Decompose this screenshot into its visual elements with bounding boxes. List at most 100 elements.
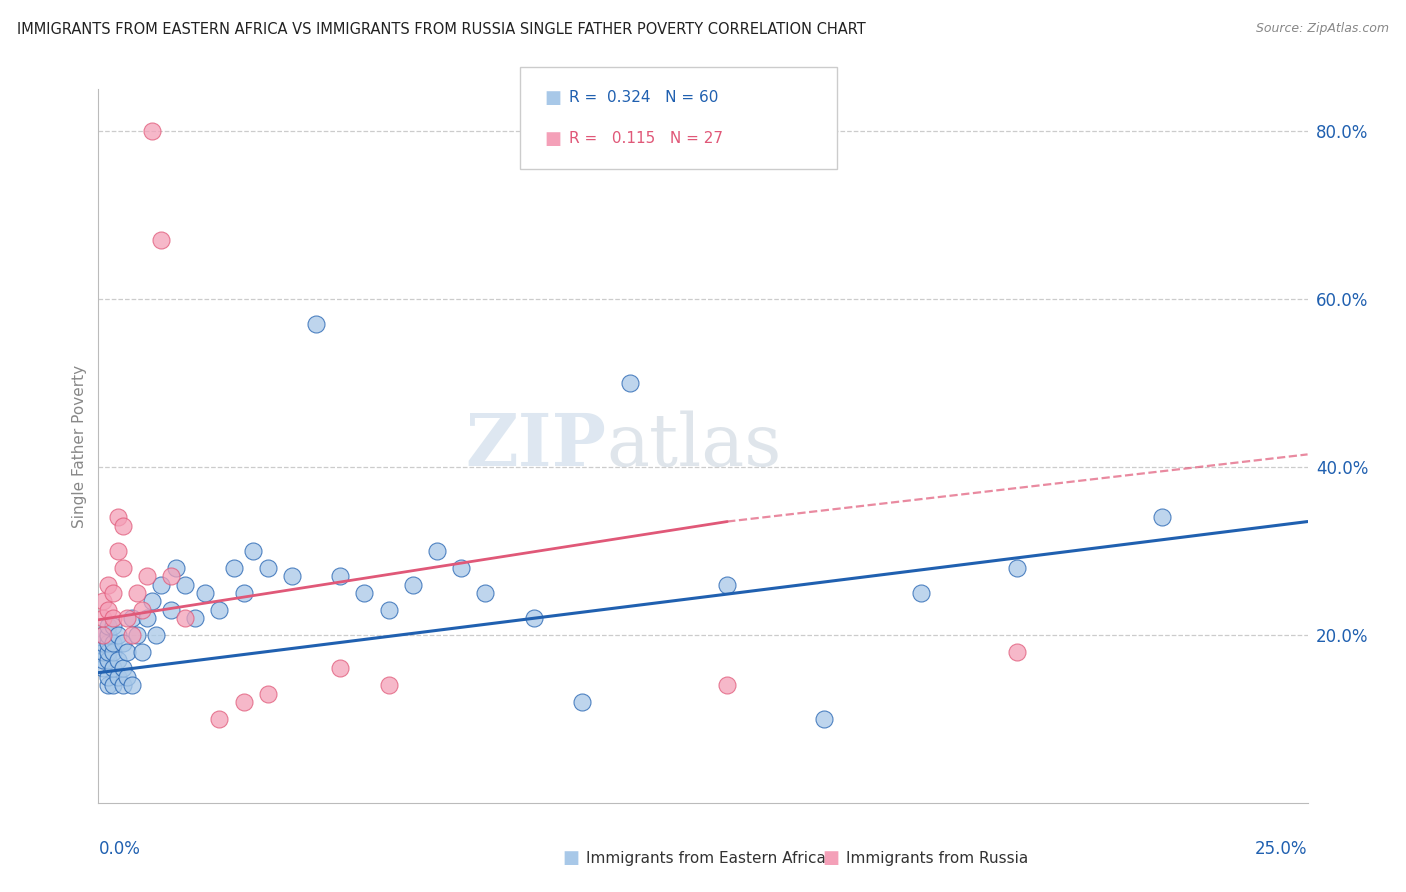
Text: ■: ■ (544, 88, 561, 106)
Point (91, 611, 114, 625)
Point (208, 603, 231, 617)
Point (101, 636, 124, 650)
Point (145, 628, 167, 642)
Point (117, 611, 139, 625)
Point (281, 569, 304, 583)
Point (131, 645, 153, 659)
Point (97, 645, 120, 659)
Point (91, 661, 114, 675)
Point (329, 569, 352, 583)
Point (619, 376, 641, 390)
Point (101, 586, 124, 600)
Point (523, 611, 546, 625)
Point (141, 594, 163, 608)
Point (107, 628, 129, 642)
Point (150, 233, 173, 247)
Text: IMMIGRANTS FROM EASTERN AFRICA VS IMMIGRANTS FROM RUSSIA SINGLE FATHER POVERTY C: IMMIGRANTS FROM EASTERN AFRICA VS IMMIGR… (17, 22, 866, 37)
Text: ZIP: ZIP (465, 410, 606, 482)
Point (101, 611, 124, 625)
Point (402, 577, 425, 591)
Point (150, 577, 173, 591)
Point (474, 586, 496, 600)
Point (174, 611, 197, 625)
Text: ■: ■ (562, 849, 579, 867)
Point (232, 586, 254, 600)
Point (101, 619, 124, 633)
Point (1007, 645, 1029, 659)
Point (117, 645, 139, 659)
Point (329, 661, 352, 675)
Point (222, 560, 245, 574)
Point (111, 636, 134, 650)
Point (127, 586, 149, 600)
Point (135, 569, 157, 583)
Point (194, 586, 217, 600)
Point (101, 661, 124, 675)
Point (101, 678, 124, 692)
Point (174, 577, 197, 591)
Point (353, 586, 375, 600)
Point (97, 653, 120, 667)
Point (184, 611, 207, 625)
Text: R =  0.324   N = 60: R = 0.324 N = 60 (569, 90, 718, 105)
Point (1007, 560, 1029, 574)
Point (121, 678, 143, 692)
Text: 25.0%: 25.0% (1256, 840, 1308, 858)
Point (91, 645, 114, 659)
Point (305, 318, 328, 332)
Y-axis label: Single Father Poverty: Single Father Poverty (72, 365, 87, 527)
Point (101, 645, 124, 659)
Point (97, 619, 120, 633)
Point (242, 544, 264, 558)
Point (107, 510, 129, 524)
Point (111, 560, 134, 574)
Point (91, 594, 114, 608)
Point (208, 712, 231, 726)
Point (256, 560, 278, 574)
Text: 0.0%: 0.0% (98, 840, 141, 858)
Point (377, 603, 399, 617)
Point (121, 628, 143, 642)
Point (127, 628, 149, 642)
Text: Immigrants from Russia: Immigrants from Russia (846, 851, 1029, 865)
Point (91, 628, 114, 642)
Point (716, 678, 738, 692)
Point (256, 687, 278, 701)
Point (91, 653, 114, 667)
Point (450, 560, 472, 574)
Point (111, 518, 134, 533)
Point (716, 577, 738, 591)
Point (160, 603, 183, 617)
Point (160, 569, 183, 583)
Text: ■: ■ (544, 130, 561, 148)
Point (97, 678, 120, 692)
Point (141, 124, 163, 138)
Point (910, 586, 932, 600)
Point (111, 661, 134, 675)
Text: ■: ■ (823, 849, 839, 867)
Point (91, 636, 114, 650)
Text: Source: ZipAtlas.com: Source: ZipAtlas.com (1256, 22, 1389, 36)
Point (165, 560, 187, 574)
Point (377, 678, 399, 692)
Point (813, 712, 835, 726)
Point (117, 670, 139, 684)
Point (232, 695, 254, 709)
Point (1152, 510, 1174, 524)
Text: atlas: atlas (606, 410, 782, 482)
Point (91, 628, 114, 642)
Point (97, 628, 120, 642)
Point (111, 678, 134, 692)
Text: Immigrants from Eastern Africa: Immigrants from Eastern Africa (586, 851, 827, 865)
Point (571, 695, 593, 709)
Point (97, 577, 120, 591)
Point (97, 603, 120, 617)
Text: R =   0.115   N = 27: R = 0.115 N = 27 (569, 131, 724, 146)
Point (107, 670, 129, 684)
Point (135, 611, 157, 625)
Point (121, 611, 143, 625)
Point (107, 653, 129, 667)
Point (97, 636, 120, 650)
Point (97, 670, 120, 684)
Point (131, 603, 153, 617)
